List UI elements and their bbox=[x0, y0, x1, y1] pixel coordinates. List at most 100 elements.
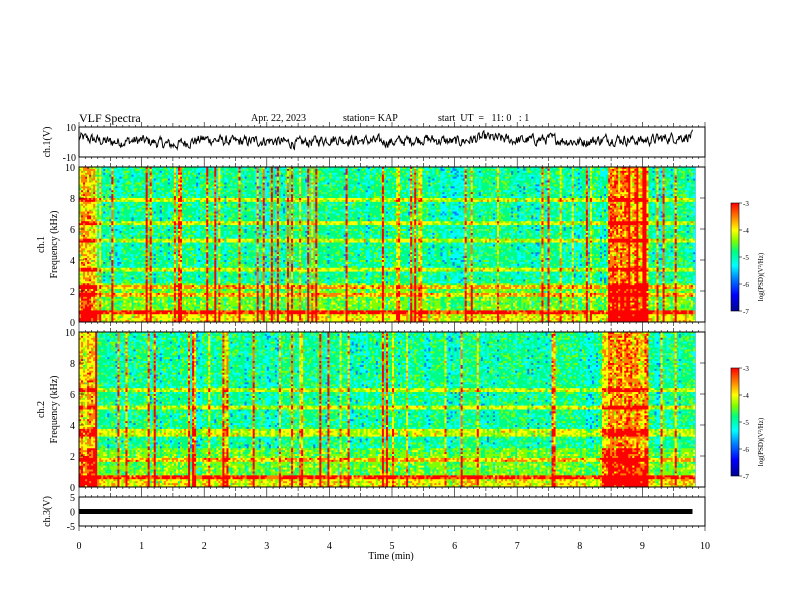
spectrogram-cell bbox=[285, 171, 287, 173]
spectrogram-cell bbox=[475, 173, 477, 175]
spectrogram-cell bbox=[277, 179, 279, 181]
spectrogram-cell bbox=[325, 171, 327, 173]
spectrogram-cell bbox=[558, 169, 560, 171]
spectrogram-cell bbox=[287, 181, 289, 183]
spectrogram-cell bbox=[113, 169, 115, 171]
spectrogram-cell bbox=[424, 179, 426, 181]
spectrogram-cell bbox=[129, 169, 131, 171]
spectrogram-cell bbox=[160, 177, 162, 179]
spectrogram-cell bbox=[85, 173, 87, 175]
spectrogram-cell bbox=[123, 171, 125, 173]
spectrogram-cell bbox=[691, 177, 693, 179]
spectrogram-cell bbox=[432, 169, 434, 171]
spectrogram-cell bbox=[533, 171, 535, 173]
spectrogram-cell bbox=[390, 175, 392, 177]
spectrogram-cell bbox=[382, 181, 384, 183]
spectrogram-cell bbox=[634, 175, 636, 177]
spectrogram-cell bbox=[331, 173, 333, 175]
spectrogram-cell bbox=[214, 169, 216, 171]
spectrogram-cell bbox=[404, 175, 406, 177]
spectrogram-cell bbox=[610, 175, 612, 177]
spectrogram-cell bbox=[564, 179, 566, 181]
spectrogram-cell bbox=[552, 177, 554, 179]
spectrogram-cell bbox=[142, 173, 144, 175]
spectrogram-cell bbox=[598, 171, 600, 173]
spectrogram-cell bbox=[289, 169, 291, 171]
spectrogram-cell bbox=[372, 177, 374, 179]
spectrogram-cell bbox=[202, 169, 204, 171]
spectrogram-cell bbox=[156, 181, 158, 183]
spectrogram-cell bbox=[667, 173, 669, 175]
spectrogram-cell bbox=[350, 181, 352, 183]
spectrogram-cell bbox=[675, 177, 677, 179]
spectrogram-cell bbox=[251, 171, 253, 173]
spectrogram-cell bbox=[459, 179, 461, 181]
spectrogram-cell bbox=[382, 175, 384, 177]
spectrogram-cell bbox=[222, 169, 224, 171]
spectrogram-cell bbox=[513, 171, 515, 173]
spectrogram-cell bbox=[273, 175, 275, 177]
spectrogram-cell bbox=[212, 169, 214, 171]
spectrogram-cell bbox=[172, 179, 174, 181]
spectrogram-cell bbox=[582, 171, 584, 173]
spectrogram-cell bbox=[261, 181, 263, 183]
spectrogram-cell bbox=[471, 175, 473, 177]
spectrogram-cell bbox=[85, 179, 87, 181]
spectrogram-cell bbox=[331, 175, 333, 177]
spectrogram-cell bbox=[519, 169, 521, 171]
spectrogram-cell bbox=[362, 181, 364, 183]
spectrogram-cell bbox=[618, 169, 620, 171]
spectrogram-cell bbox=[382, 169, 384, 171]
spectrogram-cell bbox=[325, 169, 327, 171]
spectrogram-cell bbox=[636, 171, 638, 173]
spectrogram-cell bbox=[463, 177, 465, 179]
spectrogram-cell bbox=[162, 173, 164, 175]
spectrogram-cell bbox=[277, 169, 279, 171]
spectrogram-cell bbox=[592, 175, 594, 177]
spectrogram-cell bbox=[344, 175, 346, 177]
spectrogram-cell bbox=[438, 169, 440, 171]
spectrogram-cell bbox=[156, 179, 158, 181]
spectrogram-cell bbox=[224, 169, 226, 171]
spectrogram-cell bbox=[317, 173, 319, 175]
spectrogram-cell bbox=[663, 175, 665, 177]
spectrogram-cell bbox=[602, 171, 604, 173]
spectrogram-cell bbox=[667, 179, 669, 181]
spectrogram-cell bbox=[170, 177, 172, 179]
spectrogram-cell bbox=[564, 173, 566, 175]
spectrogram-cell bbox=[119, 173, 121, 175]
spectrogram-cell bbox=[644, 171, 646, 173]
spectrogram-cell bbox=[142, 177, 144, 179]
spectrogram-cell bbox=[263, 171, 265, 173]
spectrogram-cell bbox=[154, 179, 156, 181]
spectrogram-cell bbox=[671, 173, 673, 175]
spectrogram-cell bbox=[303, 179, 305, 181]
spectrogram-cell bbox=[485, 173, 487, 175]
spectrogram-cell bbox=[626, 173, 628, 175]
spectrogram-cell bbox=[602, 179, 604, 181]
spectrogram-cell bbox=[533, 169, 535, 171]
spectrogram-cell bbox=[329, 173, 331, 175]
spectrogram-cell bbox=[608, 169, 610, 171]
spectrogram-cell bbox=[477, 171, 479, 173]
spectrogram-cell bbox=[638, 175, 640, 177]
spectrogram-cell bbox=[580, 169, 582, 171]
spectrogram-cell bbox=[111, 175, 113, 177]
spectrogram-cell bbox=[562, 175, 564, 177]
spectrogram-cell bbox=[194, 177, 196, 179]
spectrogram-cell bbox=[667, 169, 669, 171]
spectrogram-cell bbox=[578, 169, 580, 171]
spectrogram-cell bbox=[475, 179, 477, 181]
spectrogram-cell bbox=[489, 177, 491, 179]
spectrogram-cell bbox=[511, 181, 513, 183]
spectrogram-cell bbox=[550, 175, 552, 177]
spectrogram-cell bbox=[691, 175, 693, 177]
spectrogram-cell bbox=[463, 171, 465, 173]
spectrogram-cell bbox=[358, 181, 360, 183]
spectrogram-cell bbox=[166, 177, 168, 179]
spectrogram-cell bbox=[291, 179, 293, 181]
spectrogram-cell bbox=[665, 171, 667, 173]
spectrogram-cell bbox=[386, 175, 388, 177]
spectrogram-cell bbox=[564, 169, 566, 171]
spectrogram-cell bbox=[578, 173, 580, 175]
